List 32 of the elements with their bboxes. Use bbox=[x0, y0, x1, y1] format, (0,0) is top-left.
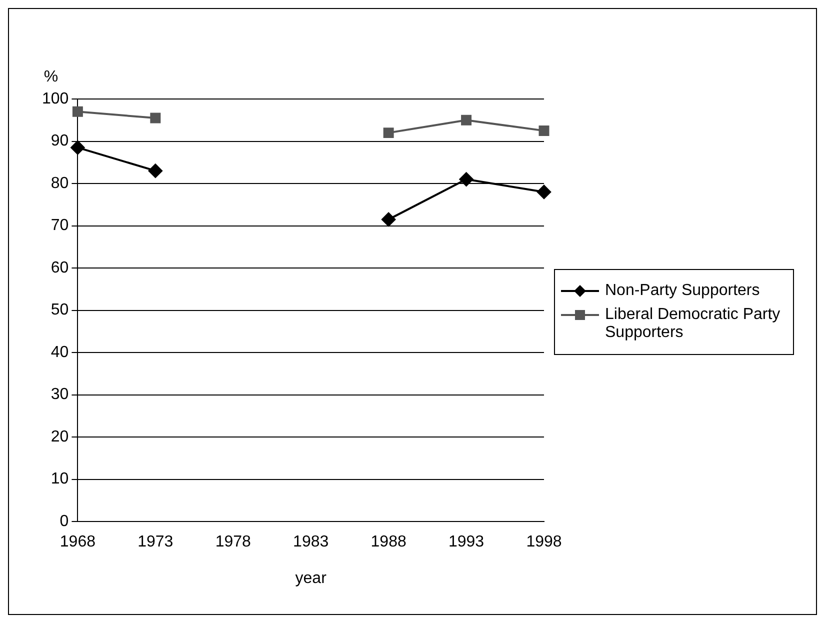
y-tick-label: 40 bbox=[50, 344, 69, 361]
point bbox=[538, 125, 550, 136]
legend-label: Liberal Democratic Party Supporters bbox=[605, 306, 782, 342]
y-tick-label: 50 bbox=[50, 302, 69, 319]
y-tick-label: 10 bbox=[50, 470, 69, 488]
x-tick-label: 1983 bbox=[293, 534, 329, 551]
x-tick-label: 1973 bbox=[138, 534, 174, 551]
x-tick-label: 1968 bbox=[60, 534, 96, 551]
point bbox=[382, 212, 396, 226]
y-tick-label: 70 bbox=[50, 217, 69, 234]
y-tick-label: 0 bbox=[60, 513, 69, 530]
point bbox=[461, 114, 472, 126]
point bbox=[72, 106, 83, 117]
x-tick-label: 1978 bbox=[215, 534, 252, 551]
x-tick-label: 1993 bbox=[448, 534, 484, 551]
point bbox=[383, 128, 394, 138]
x-tick-label: 1988 bbox=[370, 534, 406, 551]
y-tick-label: 100 bbox=[42, 90, 69, 108]
point bbox=[150, 112, 161, 124]
y-tick-label: 80 bbox=[50, 174, 69, 192]
legend-label: Non-Party Supporters bbox=[605, 282, 760, 300]
y-tick-label: 20 bbox=[50, 428, 69, 446]
x-tick-label: 1998 bbox=[526, 534, 562, 551]
y-tick-label: 60 bbox=[50, 259, 69, 276]
point bbox=[537, 184, 551, 199]
point bbox=[70, 140, 85, 155]
x-axis-title: year bbox=[295, 570, 328, 587]
y-tick-label: 30 bbox=[50, 386, 69, 404]
point bbox=[148, 164, 162, 178]
point bbox=[459, 172, 474, 186]
y-axis-title: % bbox=[44, 68, 58, 86]
y-tick-label: 90 bbox=[50, 132, 69, 150]
